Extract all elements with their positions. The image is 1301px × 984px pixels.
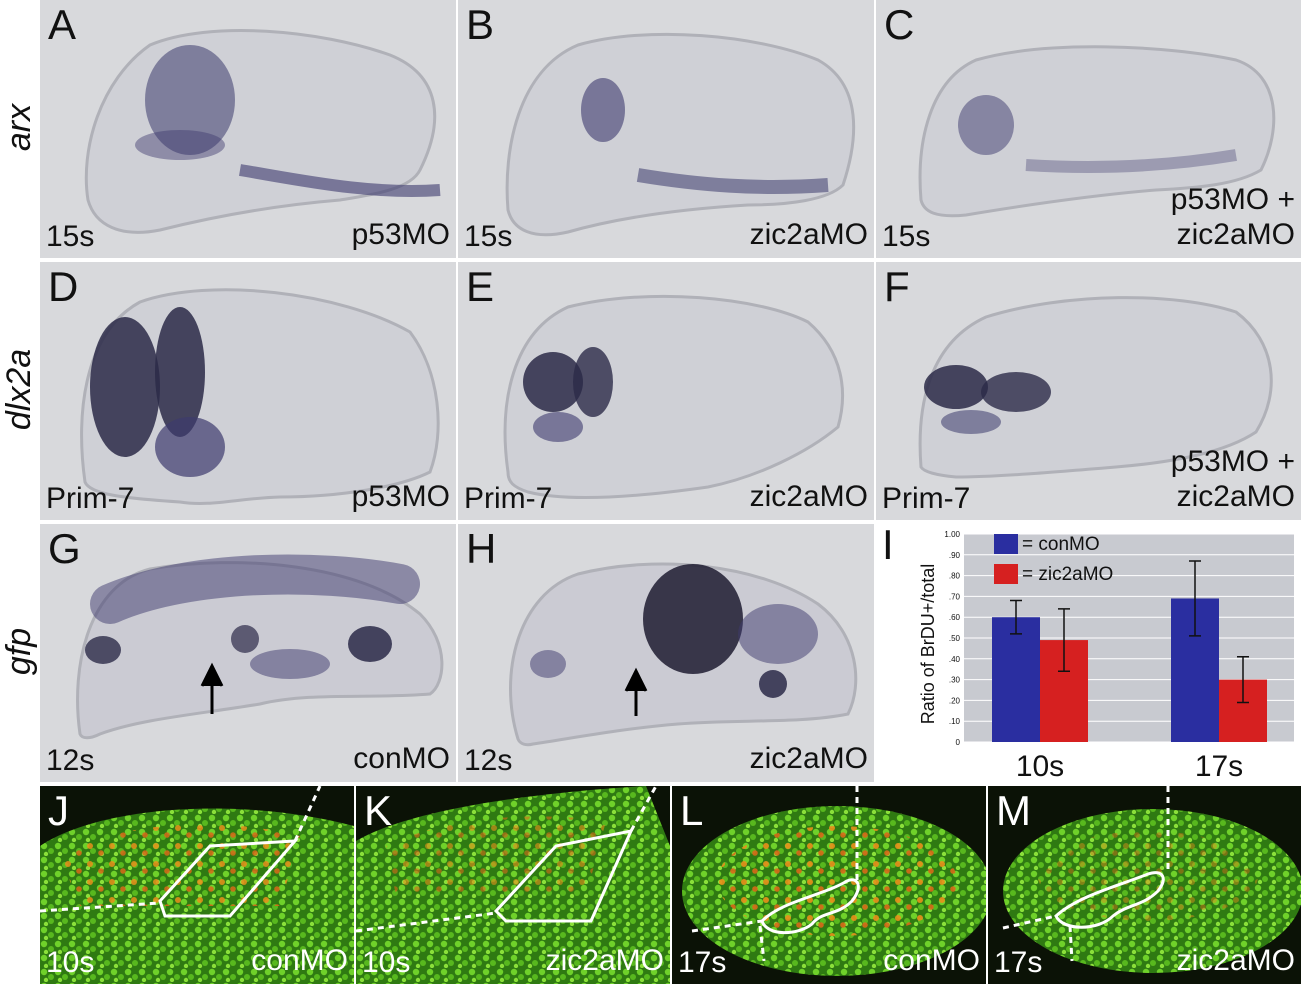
y-tick-label: .10 <box>949 717 961 726</box>
y-tick-label: .80 <box>949 572 961 581</box>
panel-b: B 15s zic2aMO <box>458 0 874 258</box>
treatment-label: conMO <box>251 943 348 977</box>
treatment-label: p53MO + zic2aMO <box>1170 183 1295 251</box>
panel-letter: D <box>48 263 79 310</box>
panel-f: F Prim-7 p53MO + zic2aMO <box>876 262 1301 520</box>
panel-a: A 15s p53MO <box>40 0 456 258</box>
row-label-dlx2a: dlx2a <box>0 348 39 431</box>
treatment-label: zic2aMO <box>749 741 868 775</box>
panel-letter: B <box>466 1 495 48</box>
panel-h: H 12s zic2aMO <box>458 524 874 782</box>
error-bar <box>1237 655 1249 704</box>
row-label-arx: arx <box>0 103 39 152</box>
panel-letter: L <box>680 787 704 834</box>
embryo-image <box>918 296 1273 479</box>
y-tick-label: 1.00 <box>944 530 960 539</box>
fluorescence-image <box>40 786 354 984</box>
panel-letter: I <box>882 521 894 568</box>
panel-g: G 12s conMO <box>40 524 456 782</box>
chart-panel: I 0 .10 .20 .30 .40 .50 .60 .70 .80 .90 1.00 10s 1… <box>876 524 1301 782</box>
stage-label: 17s <box>994 946 1043 979</box>
panel-k: K 10s zic2aMO <box>356 786 670 984</box>
stage-label: 15s <box>464 220 513 253</box>
y-tick-label: .60 <box>949 613 961 622</box>
treatment-label: p53MO <box>351 479 450 513</box>
panel-e: E Prim-7 zic2aMO <box>458 262 874 520</box>
y-tick-label: .50 <box>949 634 961 643</box>
stage-label: 15s <box>46 220 95 253</box>
legend-label: = zic2aMO <box>1022 564 1114 585</box>
error-bar <box>1058 608 1070 673</box>
panel-letter: K <box>364 787 393 834</box>
treatment-label: conMO <box>353 741 450 775</box>
stage-label: 10s <box>46 946 95 979</box>
y-tick-label: .40 <box>949 655 961 664</box>
treatment-label: conMO <box>883 943 980 977</box>
error-bars <box>1010 560 1249 704</box>
panel-letter: F <box>884 263 910 310</box>
legend-swatch-conmo <box>994 534 1018 554</box>
embryo-image <box>509 562 858 747</box>
fluorescence-image <box>356 786 670 984</box>
treatment-label: p53MO <box>351 217 450 251</box>
panel-l: L 17s conMO <box>672 786 986 984</box>
panel-letter: J <box>48 787 69 834</box>
embryo-image <box>76 554 444 740</box>
panel-c: C 15s p53MO + zic2aMO <box>876 0 1301 258</box>
error-bar <box>1010 599 1022 635</box>
panel-d: D Prim-7 p53MO <box>40 262 456 520</box>
panel-letter: E <box>466 263 495 310</box>
stage-label: Prim-7 <box>464 482 553 515</box>
x-category-label: 17s <box>1195 750 1243 782</box>
panel-letter: H <box>466 525 497 572</box>
stage-label: 10s <box>362 946 411 979</box>
x-category-label: 10s <box>1016 750 1064 782</box>
row-label-gfp: gfp <box>0 627 39 676</box>
treatment-label: zic2aMO <box>749 217 868 251</box>
y-tick-label: .70 <box>949 592 961 601</box>
legend-label: = conMO <box>1022 534 1100 555</box>
bar-chart: 0 .10 .20 .30 .40 .50 .60 .70 .80 .90 1.00 10s 17s… <box>918 530 1294 782</box>
stage-label: 15s <box>882 220 931 253</box>
treatment-label: zic2aMO <box>749 479 868 513</box>
fluorescence-image <box>1002 786 1301 973</box>
embryo-image <box>918 45 1276 218</box>
panel-letter: G <box>48 525 81 572</box>
stage-label: 17s <box>678 946 727 979</box>
y-tick-label: 0 <box>956 738 961 747</box>
panel-letter: A <box>48 1 77 48</box>
embryo-image <box>503 294 844 499</box>
panel-j: J 10s conMO <box>40 786 354 984</box>
treatment-label: zic2aMO <box>545 943 664 977</box>
stage-label: 12s <box>46 744 95 777</box>
legend-swatch-zic2amo <box>994 564 1018 584</box>
treatment-label: p53MO + zic2aMO <box>1170 445 1295 513</box>
bar-conmo-10s <box>992 617 1040 742</box>
panel-letter: C <box>884 1 915 48</box>
treatment-label: zic2aMO <box>1176 943 1295 977</box>
embryo-image <box>84 29 441 234</box>
panel-m: M 17s zic2aMO <box>988 786 1301 984</box>
y-tick-label: .30 <box>949 676 961 685</box>
stage-label: Prim-7 <box>46 482 135 515</box>
stage-label: 12s <box>464 744 513 777</box>
embryo-image <box>505 32 856 237</box>
panel-letter: M <box>996 787 1031 834</box>
fluorescence-image <box>682 786 986 976</box>
y-tick-labels: 0 .10 .20 .30 .40 .50 .60 .70 .80 .90 1.00 <box>944 530 960 747</box>
error-bar <box>1189 560 1201 637</box>
y-axis-label: Ratio of BrDU+/total <box>918 564 938 725</box>
y-tick-label: .90 <box>949 551 961 560</box>
y-tick-label: .20 <box>949 696 961 705</box>
stage-label: Prim-7 <box>882 482 971 515</box>
embryo-image <box>80 288 440 505</box>
